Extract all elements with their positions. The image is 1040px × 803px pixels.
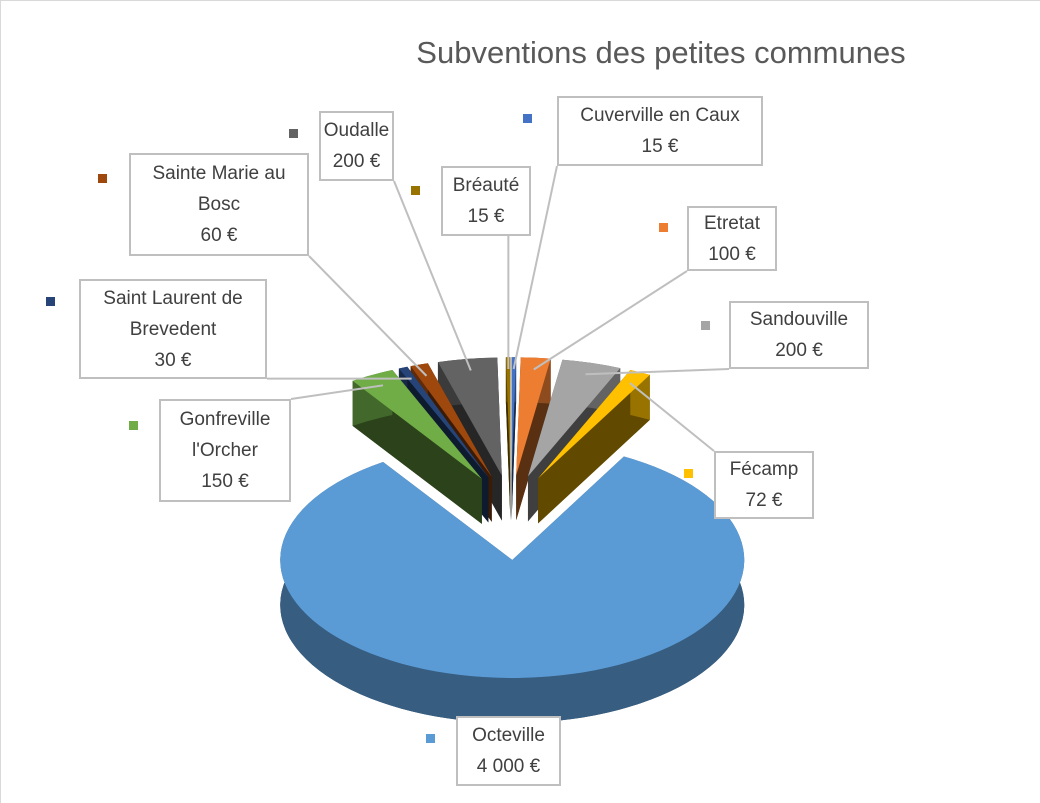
label-value: 4 000 € <box>476 756 541 777</box>
slice <box>538 370 650 479</box>
data-label: Sainte Marie au Bosc 60 € <box>129 153 309 256</box>
slice <box>437 357 502 476</box>
chart-title: Subventions des petites communes <box>416 35 906 70</box>
data-label: Fécamp 72 € <box>714 451 814 519</box>
label-value: 15 € <box>467 206 505 227</box>
slice <box>516 357 551 476</box>
legend-key <box>411 186 420 195</box>
data-label: Saint Laurent de Brevedent 30 € <box>79 279 267 379</box>
label-value: 150 € <box>201 471 249 492</box>
label-name: Oudalle <box>323 120 390 141</box>
label-name: Saint Laurent de Brevedent <box>103 287 243 340</box>
label-name: Bréauté <box>452 175 520 196</box>
label-value: 100 € <box>708 243 756 265</box>
leader-line <box>290 384 384 400</box>
label-name: Gonfreville l'Orcher <box>179 409 271 461</box>
legend-key <box>129 421 138 430</box>
label-value: 60 € <box>200 225 238 246</box>
data-label: Sandouville 200 € <box>729 301 869 369</box>
data-label: Octeville 4 000 € <box>456 716 561 786</box>
label-name: Sandouville <box>749 309 849 330</box>
slice <box>527 359 621 477</box>
slice <box>505 357 511 476</box>
label-name: Sainte Marie au Bosc <box>152 163 286 215</box>
leader-line <box>629 382 715 452</box>
slice <box>398 366 489 478</box>
slice <box>352 369 482 479</box>
slice <box>511 357 517 476</box>
label-name: Fécamp <box>729 459 799 480</box>
label-value: 30 € <box>154 349 192 371</box>
label-name: Octeville <box>472 725 545 746</box>
legend-key <box>426 734 435 743</box>
slice <box>280 456 745 678</box>
leader-line <box>393 180 472 371</box>
slice-edge <box>538 374 650 524</box>
data-label: Bréauté 15 € <box>441 166 531 236</box>
label-name: Etretat <box>704 212 760 234</box>
data-label: Cuverville en Caux 15 € <box>557 96 763 166</box>
data-label: Etretat 100 € <box>687 206 777 271</box>
legend-key <box>523 114 532 123</box>
slice <box>410 363 492 477</box>
legend-key <box>289 129 298 138</box>
label-value: 15 € <box>641 136 679 157</box>
label-value: 200 € <box>775 340 823 361</box>
legend-key <box>684 469 693 478</box>
data-label: Oudalle 200 € <box>319 111 394 181</box>
legend-key <box>46 297 55 306</box>
legend-key <box>659 223 668 232</box>
leader-line <box>308 255 428 377</box>
leader-line <box>585 368 730 376</box>
legend-key <box>98 174 107 183</box>
legend-key <box>701 321 710 330</box>
leader-line <box>512 165 558 370</box>
data-label: Gonfreville l'Orcher 150 € <box>159 399 291 502</box>
label-name: Cuverville en Caux <box>580 105 740 126</box>
label-value: 72 € <box>745 490 783 511</box>
label-value: 200 € <box>332 151 381 172</box>
leader-line <box>533 270 688 371</box>
